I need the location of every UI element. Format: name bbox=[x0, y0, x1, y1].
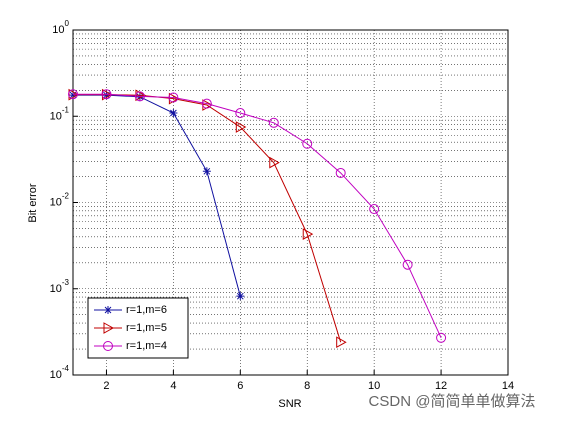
legend-label: r=1,m=6 bbox=[126, 304, 167, 316]
y-tick-label: 10-1 bbox=[50, 105, 70, 122]
x-tick-label: 14 bbox=[502, 380, 514, 392]
tick-base: 10 bbox=[50, 369, 62, 381]
marker bbox=[201, 98, 212, 109]
series-line bbox=[73, 93, 442, 339]
tick-base: 10 bbox=[50, 196, 62, 208]
marker bbox=[436, 332, 447, 343]
marker bbox=[336, 336, 347, 349]
marker bbox=[235, 121, 247, 133]
marker bbox=[302, 228, 314, 240]
x-tick-label: 6 bbox=[237, 380, 243, 392]
legend-label: r=1,m=5 bbox=[126, 322, 167, 334]
x-tick-label: 12 bbox=[435, 380, 447, 392]
tick-exponent: -1 bbox=[62, 105, 70, 114]
marker bbox=[269, 156, 280, 169]
marker bbox=[134, 91, 145, 102]
marker bbox=[268, 117, 279, 128]
y-tick-label: 10-3 bbox=[50, 278, 70, 295]
marker bbox=[302, 138, 313, 149]
x-tick-label: 2 bbox=[103, 380, 109, 392]
legend-label: r=1,m=4 bbox=[126, 340, 167, 352]
x-tick-label: 10 bbox=[368, 380, 380, 392]
y-tick-label: 10-4 bbox=[50, 364, 70, 381]
marker bbox=[103, 341, 113, 351]
marker bbox=[101, 89, 112, 100]
marker bbox=[236, 292, 245, 301]
y-tick-label: 10-2 bbox=[50, 192, 70, 209]
marker bbox=[104, 306, 112, 314]
marker bbox=[169, 109, 178, 118]
axes-box bbox=[72, 29, 509, 376]
x-axis-label: SNR bbox=[278, 398, 301, 410]
marker bbox=[202, 167, 211, 176]
x-tick-label: 8 bbox=[304, 380, 310, 392]
tick-exponent: -4 bbox=[62, 364, 70, 373]
marker bbox=[103, 322, 115, 334]
tick-exponent: -3 bbox=[62, 278, 70, 287]
marker bbox=[68, 89, 78, 100]
marker bbox=[369, 204, 380, 215]
tick-base: 10 bbox=[50, 283, 62, 295]
y-tick-label: 100 bbox=[52, 19, 69, 36]
marker bbox=[402, 259, 413, 270]
marker bbox=[335, 167, 346, 178]
y-axis-label: Bit error bbox=[27, 183, 39, 222]
watermark: CSDN @简简单单做算法 bbox=[369, 392, 536, 410]
marker bbox=[168, 92, 179, 103]
x-tick-label: 4 bbox=[170, 380, 176, 392]
tick-base: 10 bbox=[52, 24, 64, 36]
tick-base: 10 bbox=[50, 110, 62, 122]
marker bbox=[235, 108, 246, 119]
tick-exponent: -2 bbox=[62, 192, 70, 201]
tick-exponent: 0 bbox=[65, 19, 70, 28]
